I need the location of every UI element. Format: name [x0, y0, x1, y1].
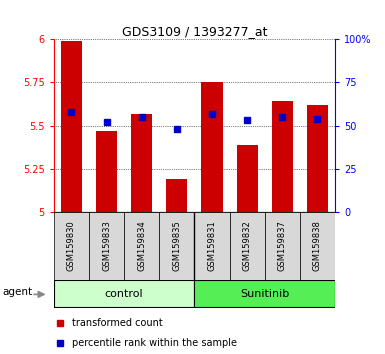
Text: GSM159831: GSM159831 [208, 221, 216, 272]
Bar [272, 101, 293, 212]
Title: GDS3109 / 1393277_at: GDS3109 / 1393277_at [122, 25, 267, 38]
Text: GSM159830: GSM159830 [67, 221, 76, 272]
Bar [96, 131, 117, 212]
Bar [307, 105, 328, 212]
Text: GSM159834: GSM159834 [137, 221, 146, 272]
Text: GSM159835: GSM159835 [172, 221, 181, 272]
Text: GSM159838: GSM159838 [313, 221, 322, 272]
Text: transformed count: transformed count [72, 318, 163, 328]
Text: GSM159833: GSM159833 [102, 221, 111, 272]
FancyBboxPatch shape [159, 212, 194, 280]
FancyBboxPatch shape [89, 212, 124, 280]
FancyBboxPatch shape [54, 280, 194, 307]
Bar [166, 179, 187, 212]
FancyBboxPatch shape [229, 212, 264, 280]
Bar [201, 82, 223, 212]
Text: GSM159832: GSM159832 [243, 221, 252, 272]
FancyBboxPatch shape [264, 212, 300, 280]
Bar [131, 114, 152, 212]
FancyBboxPatch shape [124, 212, 159, 280]
Text: Sunitinib: Sunitinib [240, 289, 289, 299]
Bar [236, 145, 258, 212]
Text: GSM159837: GSM159837 [278, 221, 287, 272]
FancyBboxPatch shape [194, 212, 229, 280]
Bar [61, 41, 82, 212]
FancyBboxPatch shape [194, 280, 335, 307]
Text: agent: agent [3, 287, 33, 297]
FancyBboxPatch shape [300, 212, 335, 280]
FancyBboxPatch shape [54, 212, 89, 280]
Text: percentile rank within the sample: percentile rank within the sample [72, 338, 237, 348]
Text: control: control [105, 289, 144, 299]
